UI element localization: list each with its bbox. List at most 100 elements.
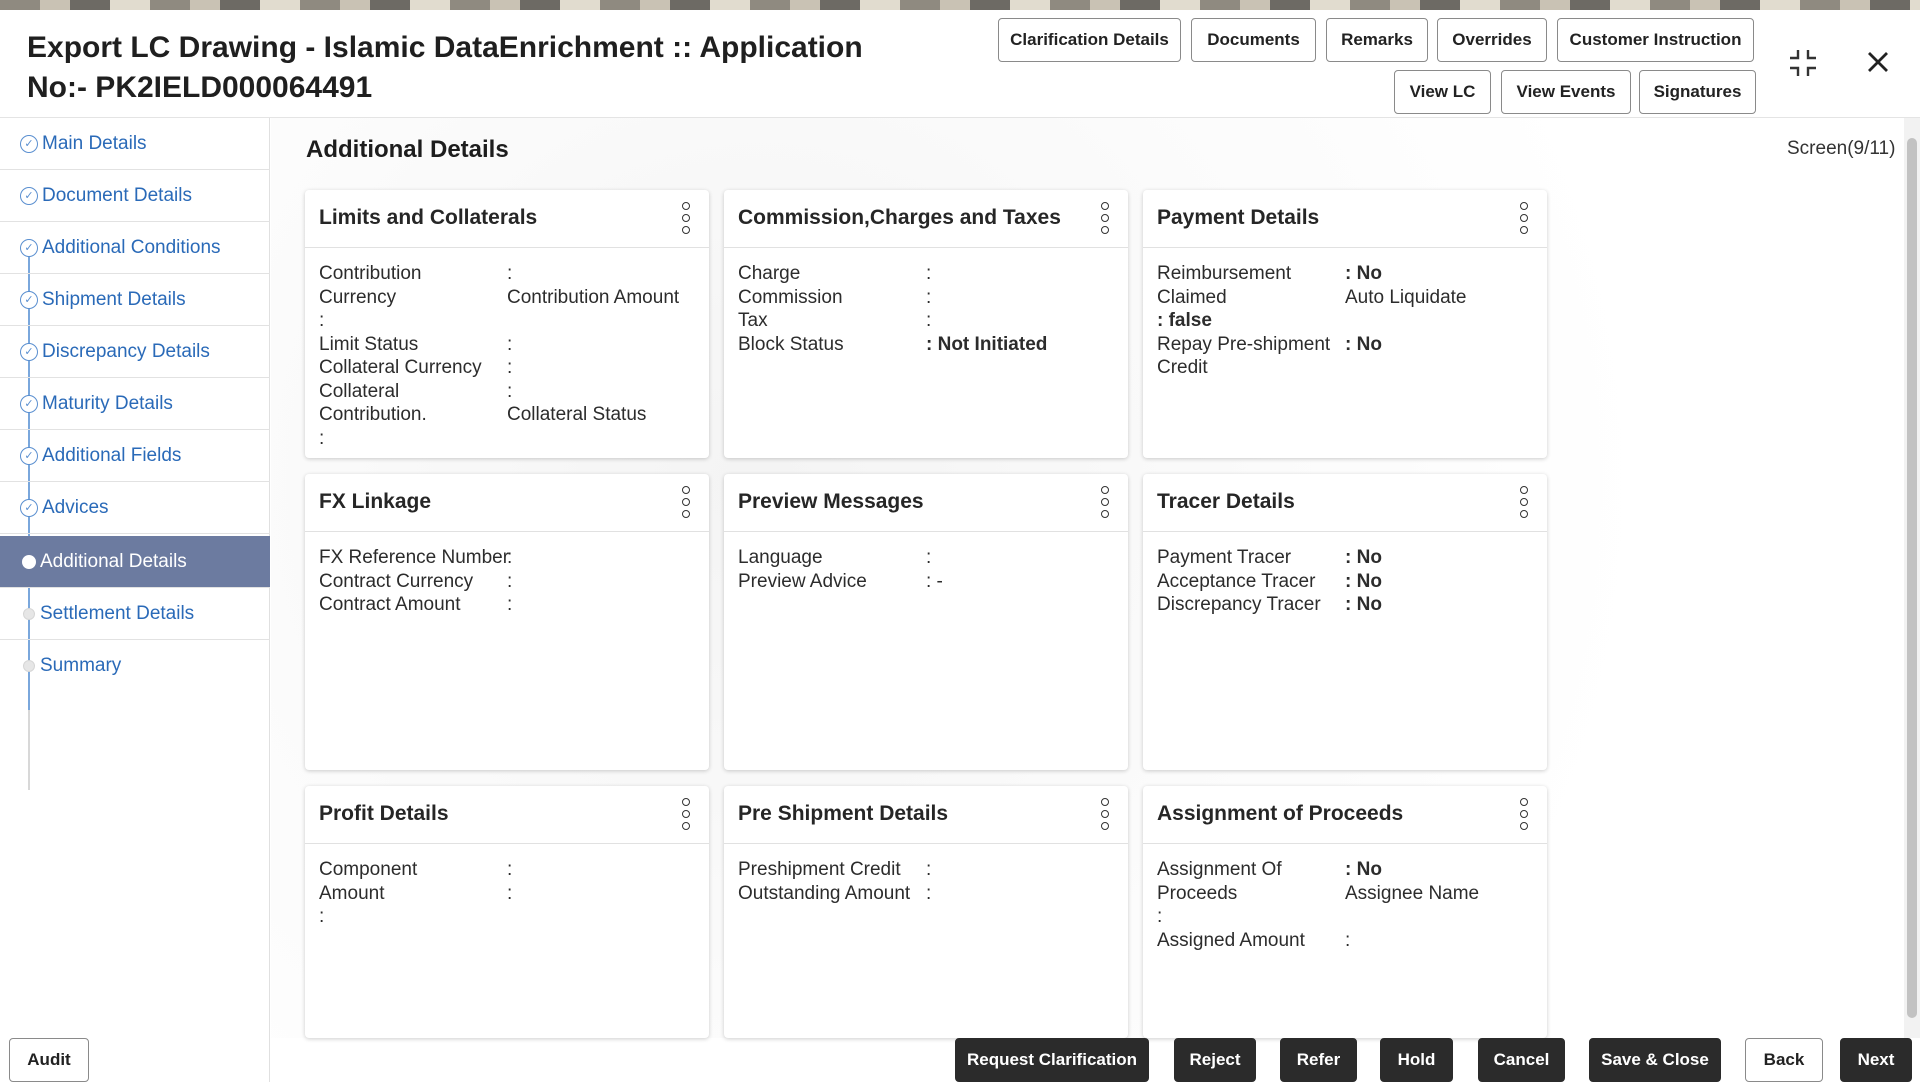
overrides-button[interactable]: Overrides (1437, 18, 1547, 62)
field-value: : (507, 859, 513, 880)
more-options-icon[interactable] (681, 798, 691, 830)
next-button[interactable]: Next (1840, 1038, 1912, 1082)
cancel-button[interactable]: Cancel (1478, 1038, 1565, 1082)
sidebar-item-maturity-details[interactable]: ✓ Maturity Details (0, 378, 270, 430)
card-title: Commission,Charges and Taxes (738, 206, 1061, 229)
sidebar-item-additional-conditions[interactable]: ✓ Additional Conditions (0, 222, 270, 274)
card-commission-charges-taxes: Commission,Charges and Taxes Charge: Com… (724, 190, 1128, 458)
card-assignment-of-proceeds: Assignment of Proceeds Assignment Of Pro… (1143, 786, 1547, 1038)
audit-button[interactable]: Audit (9, 1038, 89, 1082)
field-label: Charge (738, 263, 801, 284)
view-events-button[interactable]: View Events (1501, 70, 1631, 114)
field-label: Contract Amount (319, 594, 461, 615)
customer-instruction-button[interactable]: Customer Instruction (1557, 18, 1754, 62)
check-icon: ✓ (20, 186, 38, 205)
clarification-details-button[interactable]: Clarification Details (998, 18, 1181, 62)
documents-button[interactable]: Documents (1191, 18, 1316, 62)
field-value: : (507, 547, 513, 568)
field-label: Language (738, 547, 823, 568)
sidebar-item-discrepancy-details[interactable]: ✓ Discrepancy Details (0, 326, 270, 378)
field-value: : (926, 310, 932, 331)
field-label: Tax (738, 310, 768, 331)
remarks-button[interactable]: Remarks (1326, 18, 1428, 62)
reject-button[interactable]: Reject (1174, 1038, 1256, 1082)
screen-indicator: Screen(9/11) (1787, 138, 1896, 159)
field-label: Assignee Name (1345, 882, 1480, 904)
request-clarification-button[interactable]: Request Clarification (955, 1038, 1149, 1082)
field-value: : No (1345, 570, 1382, 592)
hold-button[interactable]: Hold (1380, 1038, 1453, 1082)
scrollbar-thumb[interactable] (1907, 138, 1917, 1018)
sidebar-item-document-details[interactable]: ✓ Document Details (0, 170, 270, 222)
card-title: Pre Shipment Details (738, 802, 949, 825)
section-title: Additional Details (306, 136, 509, 163)
collapse-icon[interactable] (1788, 48, 1818, 85)
save-and-close-button[interactable]: Save & Close (1589, 1038, 1721, 1082)
field-label: Discrepancy Tracer (1157, 594, 1321, 615)
field-value: : (507, 882, 513, 904)
card-title: Preview Messages (738, 490, 924, 513)
field-value: : false (1157, 310, 1212, 331)
more-options-icon[interactable] (1519, 202, 1529, 234)
more-options-icon[interactable] (681, 486, 691, 518)
sidebar-item-additional-details[interactable]: Additional Details (0, 536, 270, 588)
field-label: FX Reference Number (319, 547, 510, 568)
more-options-icon[interactable] (1100, 486, 1110, 518)
card-title: Assignment of Proceeds (1157, 802, 1404, 825)
sidebar-item-additional-fields[interactable]: ✓ Additional Fields (0, 430, 270, 482)
field-label: Limit Status (319, 333, 419, 355)
step-navigation: ✓ Main Details ✓ Document Details ✓ Addi… (0, 118, 270, 1082)
field-value: : (319, 427, 325, 449)
field-value: : No (1345, 263, 1382, 284)
more-options-icon[interactable] (1100, 798, 1110, 830)
card-title: Profit Details (319, 802, 449, 825)
field-value: : (507, 357, 513, 378)
field-label: Assignment Of Proceeds (1157, 859, 1282, 904)
field-value: : (926, 859, 932, 880)
field-label: Repay Pre-shipment Credit (1157, 333, 1331, 379)
card-title: Payment Details (1157, 206, 1320, 229)
field-value: : (507, 570, 513, 592)
sidebar-item-label: Additional Conditions (42, 236, 221, 258)
sidebar-item-label: Document Details (42, 184, 192, 206)
vertical-scrollbar[interactable] (1904, 118, 1920, 1038)
sidebar-item-main-details[interactable]: ✓ Main Details (0, 118, 270, 170)
progress-line (28, 248, 30, 710)
sidebar-item-advices[interactable]: ✓ Advices (0, 482, 270, 534)
field-label: Contribution Amount (507, 286, 680, 308)
check-icon: ✓ (20, 238, 38, 257)
card-profit-details: Profit Details Component: Amount: : (305, 786, 709, 1038)
field-value: : (507, 594, 513, 615)
refer-button[interactable]: Refer (1280, 1038, 1357, 1082)
more-options-icon[interactable] (1519, 798, 1529, 830)
check-icon: ✓ (20, 342, 38, 361)
field-value: : (926, 263, 932, 284)
page-header: Export LC Drawing - Islamic DataEnrichme… (0, 10, 1920, 118)
field-label: Preview Advice (738, 570, 867, 592)
field-value: : (319, 906, 325, 927)
back-button[interactable]: Back (1745, 1038, 1823, 1082)
more-options-icon[interactable] (681, 202, 691, 234)
sidebar-item-label: Shipment Details (42, 288, 186, 310)
sidebar-item-summary[interactable]: Summary (0, 640, 270, 692)
card-payment-details: Payment Details Reimbursement Claimed : … (1143, 190, 1547, 458)
more-options-icon[interactable] (1100, 202, 1110, 234)
signatures-button[interactable]: Signatures (1639, 70, 1756, 114)
check-icon: ✓ (20, 134, 38, 153)
more-options-icon[interactable] (1519, 486, 1529, 518)
field-label: Reimbursement Claimed (1157, 263, 1292, 308)
sidebar-item-label: Main Details (42, 132, 147, 154)
sidebar-item-shipment-details[interactable]: ✓ Shipment Details (0, 274, 270, 326)
close-icon[interactable] (1866, 50, 1890, 81)
progress-line-pending (28, 710, 30, 790)
sidebar-item-label: Discrepancy Details (42, 340, 210, 362)
field-value: : - (926, 570, 943, 592)
sidebar-item-label: Additional Details (40, 550, 187, 572)
field-label: Acceptance Tracer (1157, 570, 1316, 592)
sidebar-item-settlement-details[interactable]: Settlement Details (0, 588, 270, 640)
field-value: : (926, 547, 932, 568)
current-step-icon (22, 554, 36, 569)
check-icon: ✓ (20, 498, 38, 517)
sidebar-item-label: Maturity Details (42, 392, 173, 414)
view-lc-button[interactable]: View LC (1394, 70, 1491, 114)
